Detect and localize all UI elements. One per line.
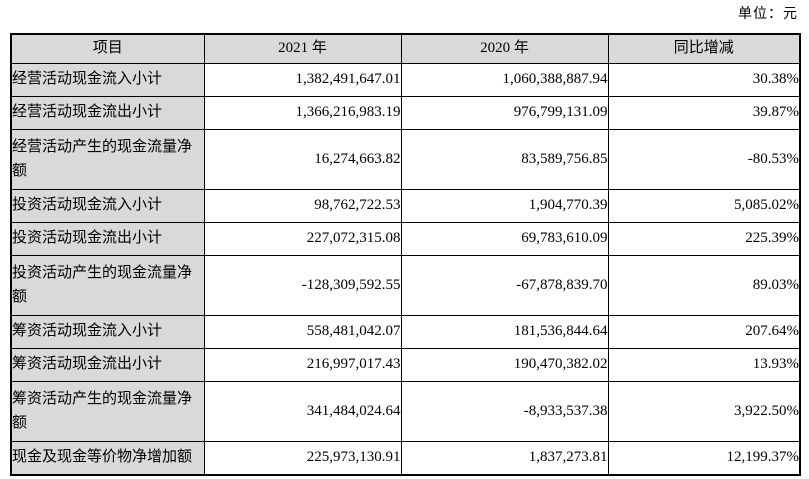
row-2020-value: -67,878,839.70 [400, 255, 609, 316]
table-row: 投资活动现金流出小计 227,072,315.08 69,783,610.09 225… [10, 222, 801, 256]
table-row: 筹资活动现金流入小计 558,481,042.07 181,536,844.64 20… [10, 315, 801, 349]
row-2020-value: 1,837,273.81 [400, 441, 609, 476]
row-yoy-value: -80.53% [607, 129, 801, 190]
row-item-label: 投资活动产生的现金流量净额 [10, 255, 205, 316]
row-yoy-value: 207.64% [607, 315, 801, 349]
table-body: 经营活动现金流入小计 1,382,491,647.01 1,060,388,887.… [10, 63, 801, 476]
row-2021-value: 98,762,722.53 [203, 189, 402, 223]
row-2020-value: 83,589,756.85 [400, 129, 609, 190]
row-2021-value: 341,484,024.64 [203, 381, 402, 442]
cash-flow-table: 项目 2021 年 2020 年 同比增减 经营活动现金流入小计 1,382,49… [10, 33, 801, 476]
row-item-label: 投资活动现金流出小计 [10, 222, 205, 256]
table-row: 投资活动产生的现金流量净额 -128,309,592.55 -67,878,839.… [10, 255, 801, 316]
row-2021-value: 227,072,315.08 [203, 222, 402, 256]
table-row: 筹资活动产生的现金流量净额 341,484,024.64 -8,933,537.38… [10, 381, 801, 442]
row-2021-value: 216,997,017.43 [203, 348, 402, 382]
table-row: 经营活动现金流出小计 1,366,216,983.19 976,799,131.09… [10, 96, 801, 130]
row-yoy-value: 225.39% [607, 222, 801, 256]
row-item-label: 经营活动现金流出小计 [10, 96, 205, 130]
row-item-label: 现金及现金等价物净增加额 [10, 441, 205, 476]
row-2021-value: 1,366,216,983.19 [203, 96, 402, 130]
table-row: 经营活动现金流入小计 1,382,491,647.01 1,060,388,887.… [10, 63, 801, 97]
row-2021-value: 225,973,130.91 [203, 441, 402, 476]
row-2021-value: 1,382,491,647.01 [203, 63, 402, 97]
row-yoy-value: 5,085.02% [607, 189, 801, 223]
row-2020-value: 181,536,844.64 [400, 315, 609, 349]
row-item-label: 筹资活动现金流入小计 [10, 315, 205, 349]
table-row: 筹资活动现金流出小计 216,997,017.43 190,470,382.02 13… [10, 348, 801, 382]
header-year-2020: 2020 年 [400, 33, 609, 64]
row-item-label: 筹资活动产生的现金流量净额 [10, 381, 205, 442]
header-year-2021: 2021 年 [203, 33, 402, 64]
row-2020-value: 1,060,388,887.94 [400, 63, 609, 97]
table-header-row: 项目 2021 年 2020 年 同比增减 [10, 33, 801, 64]
row-item-label: 经营活动产生的现金流量净额 [10, 129, 205, 190]
row-2020-value: 69,783,610.09 [400, 222, 609, 256]
row-yoy-value: 39.87% [607, 96, 801, 130]
row-2020-value: 190,470,382.02 [400, 348, 609, 382]
row-yoy-value: 30.38% [607, 63, 801, 97]
table-row: 经营活动产生的现金流量净额 16,274,663.82 83,589,756.85-… [10, 129, 801, 190]
row-yoy-value: 3,922.50% [607, 381, 801, 442]
row-2021-value: 558,481,042.07 [203, 315, 402, 349]
row-item-label: 经营活动现金流入小计 [10, 63, 205, 97]
row-2020-value: 1,904,770.39 [400, 189, 609, 223]
unit-label: 单位：元 [738, 7, 798, 22]
row-2021-value: -128,309,592.55 [203, 255, 402, 316]
row-2020-value: -8,933,537.38 [400, 381, 609, 442]
table-row: 现金及现金等价物净增加额 225,973,130.91 1,837,273.81 12… [10, 441, 801, 476]
header-yoy-change: 同比增减 [607, 33, 801, 64]
row-2021-value: 16,274,663.82 [203, 129, 402, 190]
row-item-label: 筹资活动现金流出小计 [10, 348, 205, 382]
row-2020-value: 976,799,131.09 [400, 96, 609, 130]
row-yoy-value: 12,199.37% [607, 441, 801, 476]
table-row: 投资活动现金流入小计 98,762,722.53 1,904,770.39 5,085… [10, 189, 801, 223]
row-item-label: 投资活动现金流入小计 [10, 189, 205, 223]
header-item: 项目 [10, 33, 205, 64]
row-yoy-value: 89.03% [607, 255, 801, 316]
row-yoy-value: 13.93% [607, 348, 801, 382]
